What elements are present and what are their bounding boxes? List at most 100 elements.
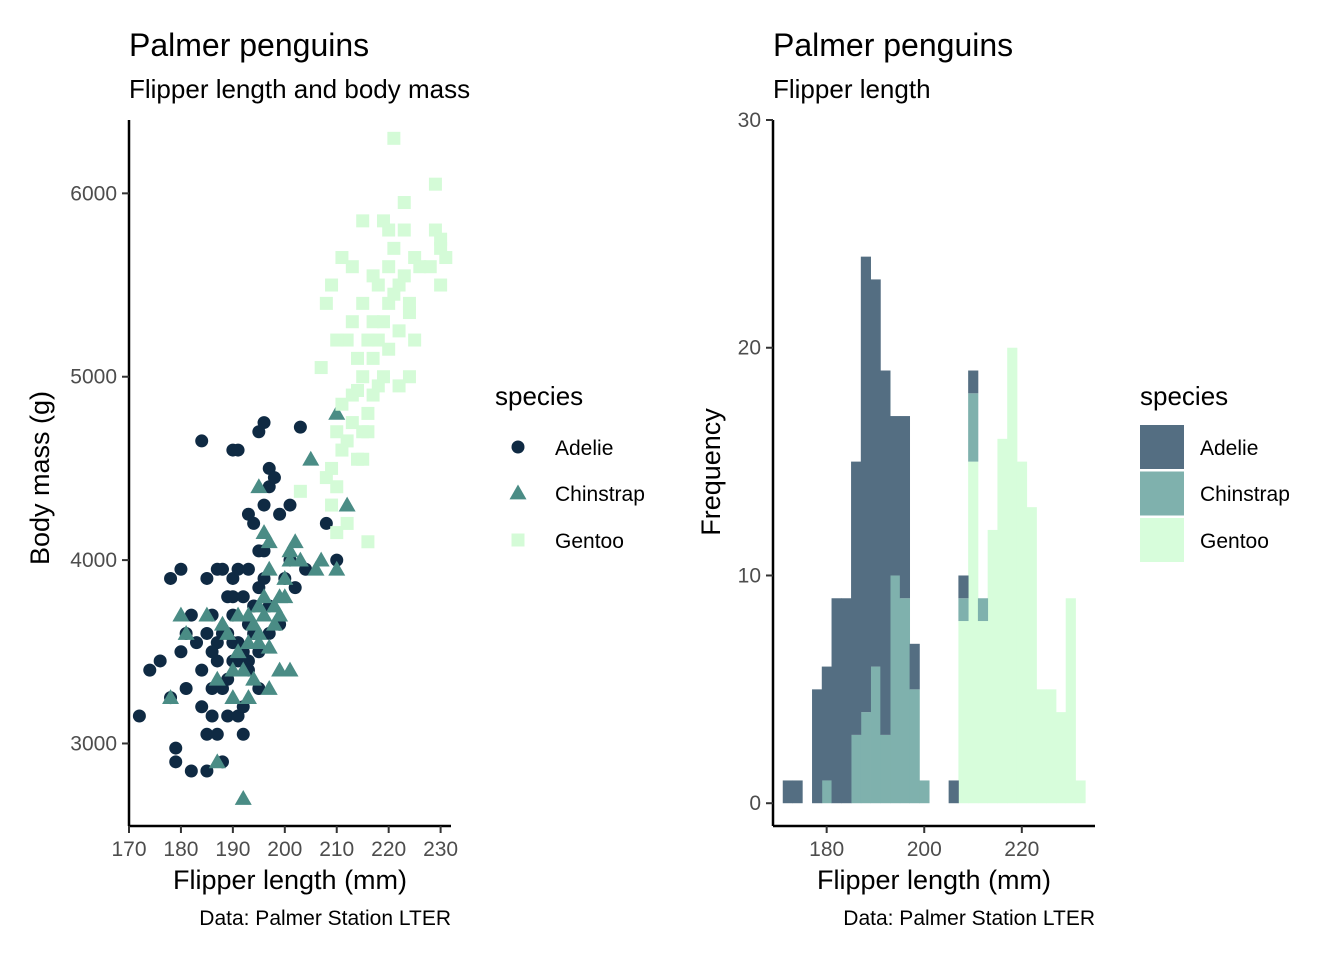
scatter-point-gentoo	[376, 315, 390, 329]
scatter-y-tick-label: 5000	[70, 366, 117, 389]
histogram-y-tick-label: 10	[738, 564, 761, 587]
scatter-point-gentoo	[356, 452, 370, 466]
scatter-point-chinstrap	[234, 661, 252, 677]
histogram-panel: Palmer penguins Flipper length 180 200 220…	[696, 27, 1290, 930]
histogram-bar-chinstrap	[890, 575, 901, 804]
histogram-bar-gentoo	[1046, 689, 1057, 804]
scatter-point-adelie	[226, 590, 240, 604]
scatter-point-gentoo	[382, 260, 396, 274]
histogram-title: Palmer penguins	[773, 27, 1013, 63]
scatter-point-gentoo	[392, 324, 406, 338]
scatter-point-gentoo	[345, 260, 359, 274]
histogram-bar-adelie	[792, 780, 803, 804]
scatter-point-gentoo	[361, 333, 375, 347]
scatter-y-label: Body mass (g)	[25, 391, 55, 565]
scatter-point-adelie	[293, 420, 307, 434]
histogram-bar-adelie	[782, 780, 793, 804]
scatter-point-gentoo	[366, 351, 380, 365]
scatter-point-gentoo	[325, 461, 339, 475]
histogram-bar-chinstrap	[899, 598, 911, 804]
scatter-point-gentoo	[392, 379, 406, 393]
scatter-point-gentoo	[345, 315, 359, 329]
scatter-x-ticks: 170 180 190 200 210 220 230	[111, 826, 458, 861]
scatter-point-chinstrap	[239, 689, 257, 705]
histogram-bar-adelie	[958, 575, 969, 599]
scatter-point-gentoo	[428, 177, 442, 191]
histogram-bar-chinstrap	[977, 598, 989, 622]
scatter-x-tick-label: 200	[267, 838, 302, 861]
histogram-bar-adelie	[860, 256, 871, 713]
scatter-point-gentoo	[345, 416, 359, 430]
scatter-point-gentoo	[366, 315, 380, 329]
scatter-point-chinstrap	[338, 496, 356, 512]
histogram-legend-keys	[1140, 425, 1184, 562]
scatter-point-chinstrap	[328, 560, 346, 576]
scatter-point-gentoo	[413, 260, 427, 274]
scatter-point-gentoo	[408, 333, 422, 347]
scatter-point-chinstrap	[208, 753, 226, 769]
histogram-legend-key-adelie	[1140, 425, 1184, 469]
scatter-subtitle: Flipper length and body mass	[129, 74, 470, 104]
histogram-bar-gentoo	[1026, 507, 1037, 804]
histogram-bar-adelie	[821, 666, 832, 781]
scatter-point-adelie	[205, 645, 219, 659]
histogram-bar-chinstrap	[919, 780, 930, 804]
scatter-point-gentoo	[319, 296, 333, 310]
histogram-legend-label-chinstrap: Chinstrap	[1200, 483, 1290, 506]
scatter-point-gentoo	[330, 480, 344, 494]
scatter-point-gentoo	[361, 425, 375, 439]
scatter-point-gentoo	[293, 484, 307, 498]
scatter-legend-label-chinstrap: Chinstrap	[555, 483, 645, 506]
histogram-y-tick-label: 0	[749, 792, 761, 815]
histogram-bar-chinstrap	[870, 666, 881, 804]
scatter-point-chinstrap	[255, 606, 273, 622]
scatter-point-adelie	[195, 700, 209, 714]
histogram-bar-adelie	[899, 416, 911, 599]
scatter-point-chinstrap	[302, 450, 320, 466]
histogram-bar-chinstrap	[880, 734, 891, 804]
scatter-point-chinstrap	[260, 560, 278, 576]
scatter-point-adelie	[143, 663, 157, 677]
scatter-y-tick-label: 4000	[70, 549, 117, 572]
histogram-legend-title: species	[1140, 381, 1228, 411]
scatter-point-gentoo	[387, 131, 401, 145]
scatter-legend-label-gentoo: Gentoo	[555, 530, 624, 553]
scatter-point-chinstrap	[255, 588, 273, 604]
histogram-legend-label-gentoo: Gentoo	[1200, 530, 1269, 553]
histogram-bar-gentoo	[1007, 347, 1018, 804]
scatter-point-gentoo	[371, 278, 385, 292]
scatter-point-adelie	[174, 645, 188, 659]
histogram-x-tick-label: 220	[1004, 838, 1039, 861]
scatter-x-tick-label: 210	[319, 838, 354, 861]
scatter-point-chinstrap	[245, 670, 263, 686]
scatter-point-chinstrap	[229, 643, 247, 659]
scatter-point-chinstrap	[276, 588, 294, 604]
scatter-point-chinstrap	[224, 689, 242, 705]
histogram-legend-label-adelie: Adelie	[1200, 437, 1258, 460]
scatter-point-gentoo	[439, 251, 453, 265]
histogram-bar-adelie	[890, 416, 901, 576]
scatter-legend-key-adelie	[511, 440, 525, 454]
scatter-legend-label-adelie: Adelie	[555, 437, 613, 460]
histogram-bar-adelie	[831, 598, 842, 804]
scatter-x-tick-label: 170	[111, 838, 146, 861]
scatter-point-adelie	[231, 562, 245, 576]
scatter-point-adelie	[257, 498, 271, 512]
histogram-x-tick-label: 180	[809, 838, 844, 861]
scatter-point-gentoo	[340, 333, 354, 347]
scatter-point-adelie	[132, 709, 146, 723]
scatter-point-chinstrap	[162, 689, 180, 705]
scatter-point-adelie	[241, 562, 255, 576]
histogram-bars	[782, 256, 1086, 804]
scatter-point-adelie	[174, 562, 188, 576]
scatter-point-gentoo	[335, 397, 349, 411]
scatter-point-chinstrap	[239, 606, 257, 622]
histogram-x-tick-label: 200	[907, 838, 942, 861]
scatter-point-gentoo	[356, 214, 370, 228]
histogram-bar-adelie	[812, 689, 823, 804]
scatter-point-gentoo	[340, 516, 354, 530]
scatter-point-gentoo	[340, 434, 354, 448]
histogram-bar-gentoo	[997, 438, 1008, 804]
scatter-point-chinstrap	[250, 624, 268, 640]
histogram-bar-adelie	[968, 370, 979, 394]
